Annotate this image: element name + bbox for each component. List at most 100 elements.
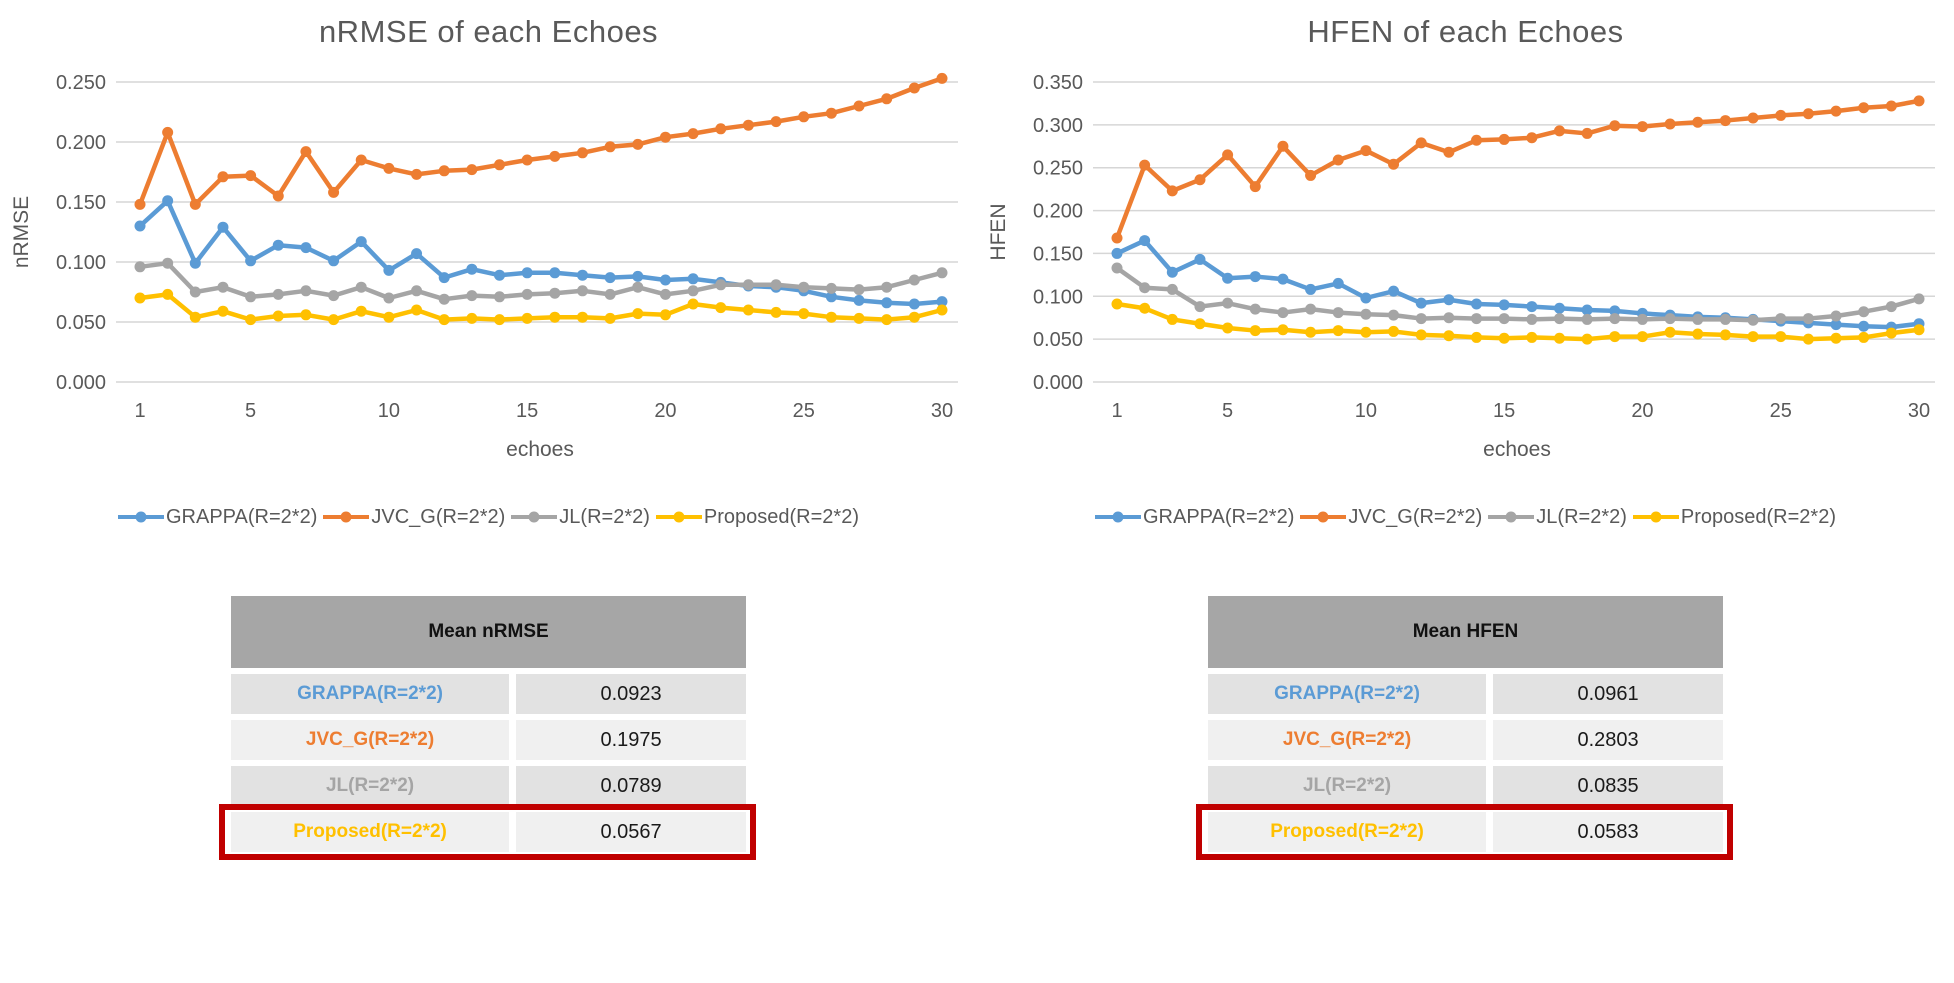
data-point bbox=[1194, 318, 1206, 330]
data-point bbox=[272, 288, 284, 300]
mean-value: 0.0583 bbox=[1493, 812, 1723, 852]
x-tick-label: 30 bbox=[931, 400, 953, 422]
data-point bbox=[659, 274, 671, 286]
data-point bbox=[1830, 310, 1842, 322]
y-tick-label: 0.000 bbox=[1033, 372, 1083, 394]
data-point bbox=[1305, 303, 1317, 315]
data-point bbox=[908, 298, 920, 310]
data-point bbox=[1277, 307, 1289, 319]
data-point bbox=[881, 297, 893, 309]
data-point bbox=[438, 314, 450, 326]
data-point bbox=[576, 147, 588, 159]
data-point bbox=[549, 287, 561, 299]
data-point bbox=[217, 305, 229, 317]
data-point bbox=[908, 82, 920, 94]
data-point bbox=[466, 263, 478, 275]
data-point bbox=[189, 257, 201, 269]
data-point bbox=[1664, 118, 1676, 130]
y-tick-label: 0.100 bbox=[1033, 286, 1083, 308]
x-tick-label: 30 bbox=[1908, 400, 1930, 422]
table-row: Proposed(R=2*2) 0.0567 bbox=[219, 804, 756, 860]
mean-hfen-table-header: Mean HFEN bbox=[1208, 596, 1723, 668]
mean-hfen-table: Mean HFEN GRAPPA(R=2*2) 0.0961 JVC_G(R=2*2… bbox=[1196, 596, 1733, 860]
data-point bbox=[1332, 307, 1344, 319]
data-point bbox=[1526, 301, 1538, 313]
data-point bbox=[853, 312, 865, 324]
mean-value: 0.0923 bbox=[516, 674, 746, 714]
data-point bbox=[1692, 116, 1704, 128]
legend-item: JL(R=2*2) bbox=[1488, 506, 1627, 529]
data-point bbox=[134, 198, 146, 210]
data-point bbox=[1139, 235, 1151, 247]
data-point bbox=[1609, 120, 1621, 132]
x-tick-label: 25 bbox=[793, 400, 815, 422]
data-point bbox=[272, 310, 284, 322]
data-point bbox=[1388, 325, 1400, 337]
data-point bbox=[1388, 309, 1400, 321]
method-label: JL(R=2*2) bbox=[231, 766, 510, 806]
data-point bbox=[300, 146, 312, 158]
data-point bbox=[1581, 304, 1593, 316]
data-point bbox=[798, 308, 810, 320]
legend-marker-icon bbox=[655, 511, 702, 523]
data-point bbox=[1719, 329, 1731, 341]
data-point bbox=[659, 288, 671, 300]
data-point bbox=[1913, 95, 1925, 107]
data-point bbox=[632, 138, 644, 150]
hfen-chart-legend: GRAPPA(R=2*2) JVC_G(R=2*2) JL(R=2*2) Propos… bbox=[1092, 500, 1839, 534]
y-tick-label: 0.050 bbox=[1033, 329, 1083, 351]
mean-nrmse-table-header: Mean nRMSE bbox=[231, 596, 746, 668]
data-point bbox=[1360, 326, 1372, 338]
data-point bbox=[1222, 322, 1234, 334]
table-row: JL(R=2*2) 0.0835 bbox=[1208, 766, 1723, 806]
y-tick-label: 0.050 bbox=[56, 312, 106, 334]
x-tick-label: 5 bbox=[1222, 400, 1233, 422]
legend-marker-icon bbox=[1300, 511, 1347, 523]
data-point bbox=[1913, 324, 1925, 336]
data-point bbox=[1222, 149, 1234, 161]
data-point bbox=[742, 119, 754, 131]
y-tick-label: 0.150 bbox=[1033, 243, 1083, 265]
y-tick-label: 0.350 bbox=[1033, 72, 1083, 94]
legend-marker-icon bbox=[1488, 511, 1535, 523]
y-tick-label: 0.200 bbox=[1033, 201, 1083, 223]
data-point bbox=[632, 308, 644, 320]
x-tick-label: 15 bbox=[1493, 400, 1515, 422]
data-point bbox=[217, 281, 229, 293]
data-point bbox=[1609, 331, 1621, 343]
mean-nrmse-table: Mean nRMSE GRAPPA(R=2*2) 0.0923 JVC_G(R=2*… bbox=[219, 596, 756, 860]
data-point bbox=[162, 257, 174, 269]
data-point bbox=[1471, 313, 1483, 325]
data-point bbox=[1692, 328, 1704, 340]
data-point bbox=[1249, 181, 1261, 193]
data-point bbox=[1332, 277, 1344, 289]
table-row: JVC_G(R=2*2) 0.2803 bbox=[1208, 720, 1723, 760]
data-point bbox=[549, 311, 561, 323]
data-point bbox=[1719, 115, 1731, 127]
x-tick-label: 10 bbox=[1355, 400, 1377, 422]
data-point bbox=[1443, 146, 1455, 158]
data-point bbox=[438, 165, 450, 177]
data-point bbox=[659, 309, 671, 321]
data-point bbox=[300, 242, 312, 254]
data-point bbox=[300, 309, 312, 321]
data-point bbox=[355, 154, 367, 166]
method-label: GRAPPA(R=2*2) bbox=[1208, 674, 1487, 714]
data-point bbox=[1111, 247, 1123, 259]
panel-hfen: HFEN of each Echoes 0.000 0.050 0.100 0.150… bbox=[977, 0, 1954, 983]
x-tick-label: 10 bbox=[378, 400, 400, 422]
data-point bbox=[521, 154, 533, 166]
data-point bbox=[1277, 324, 1289, 336]
legend-item: JL(R=2*2) bbox=[511, 506, 650, 529]
data-point bbox=[936, 72, 948, 84]
legend-label: JVC_G(R=2*2) bbox=[1348, 505, 1483, 528]
y-tick-label: 0.100 bbox=[56, 252, 106, 274]
legend-marker-icon bbox=[511, 511, 558, 523]
data-point bbox=[715, 123, 727, 135]
data-point bbox=[1415, 313, 1427, 325]
data-point bbox=[1581, 333, 1593, 345]
data-point bbox=[1664, 313, 1676, 325]
data-point bbox=[1498, 332, 1510, 344]
x-axis-label: echoes bbox=[506, 438, 574, 461]
data-point bbox=[217, 221, 229, 233]
